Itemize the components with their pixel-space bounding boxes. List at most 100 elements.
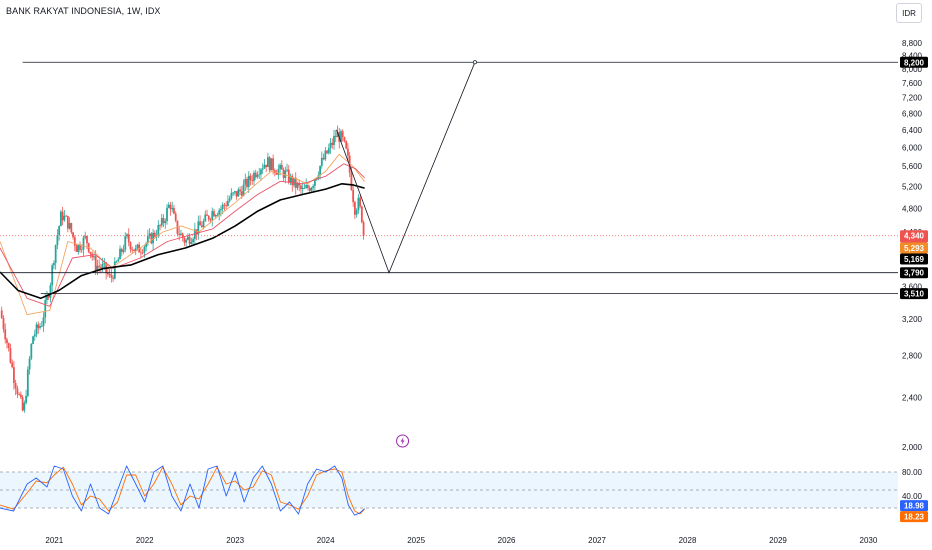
candle-body <box>143 247 146 253</box>
candle-body <box>289 175 292 183</box>
candle-body <box>21 397 24 411</box>
candle-body <box>157 224 160 236</box>
candle-body <box>246 178 248 187</box>
candle-body <box>145 243 148 248</box>
candle-body <box>150 233 153 244</box>
drawings-layer[interactable] <box>0 60 898 295</box>
candle-body <box>115 261 118 263</box>
price-tick-label: 8,000 <box>902 65 923 74</box>
time-tick-label: 2028 <box>679 536 697 545</box>
price-axis[interactable]: 2,0002,4002,8003,2003,6004,0004,4004,800… <box>902 39 923 501</box>
candle-body <box>99 267 102 269</box>
candle-body <box>362 222 365 236</box>
candle-body <box>146 236 149 244</box>
candle-body <box>46 295 48 301</box>
candle-body <box>286 169 288 171</box>
candle-body <box>197 221 200 235</box>
level-price-tag-bg <box>900 288 928 300</box>
candle-body <box>51 265 54 286</box>
candle-body <box>73 237 76 246</box>
candle-body <box>235 191 238 197</box>
candle-body <box>70 223 73 233</box>
candle-body <box>280 164 283 170</box>
candle-body <box>82 237 85 250</box>
time-tick-label: 2030 <box>860 536 878 545</box>
candle-body <box>28 358 31 370</box>
moving-averages-layer <box>0 153 365 516</box>
time-tick-label: 2025 <box>407 536 425 545</box>
candle-body <box>334 135 337 138</box>
candle-body <box>134 247 137 252</box>
candle-body <box>131 249 134 251</box>
candle-body <box>223 204 226 206</box>
candle-body <box>260 169 262 175</box>
price-tick-label: 6,400 <box>902 126 923 135</box>
candle-body <box>282 169 285 178</box>
candle-body <box>190 242 193 244</box>
candle-body <box>345 141 348 149</box>
projection-path <box>336 62 476 274</box>
candle-body <box>153 232 156 237</box>
candle-body <box>296 183 299 188</box>
candle-body <box>166 207 168 222</box>
candle-body <box>171 207 174 210</box>
candle-body <box>242 184 245 196</box>
candle-body <box>63 215 66 221</box>
candle-body <box>160 218 163 226</box>
ema-mid-line <box>0 163 365 307</box>
candle-body <box>164 221 167 224</box>
currency-button[interactable]: IDR <box>896 3 922 23</box>
candle-body <box>267 157 269 168</box>
candle-body <box>178 233 181 235</box>
price-tick-label: 3,600 <box>902 283 923 292</box>
ma-slow-line <box>0 183 365 300</box>
candle-body <box>42 317 45 327</box>
candle-body <box>89 251 92 254</box>
candle-body <box>261 168 264 170</box>
candle-body <box>228 198 231 202</box>
candle-body <box>136 244 139 248</box>
stochastic-band <box>0 471 898 509</box>
candle-body <box>84 236 87 238</box>
last-price-tag-bg <box>900 230 928 242</box>
candle-body <box>239 189 241 192</box>
stochastic-d-tag-label: 18.23 <box>904 513 925 522</box>
candle-body <box>23 402 26 411</box>
price-tick-label: 2,400 <box>902 393 923 402</box>
ma-price-tag-bg <box>900 242 928 254</box>
candle-body <box>221 204 224 210</box>
candle-body <box>254 172 257 178</box>
candle-body <box>53 262 55 266</box>
candle-body <box>209 219 212 221</box>
candle-body <box>312 186 315 188</box>
candle-body <box>307 185 309 188</box>
candle-body <box>347 148 349 156</box>
candle-body <box>213 211 215 217</box>
level-price-tag-bg <box>900 267 928 279</box>
candle-body <box>343 137 346 142</box>
chart-title: BANK RAKYAT INDONESIA, 1W, IDX <box>6 6 161 16</box>
candle-body <box>112 277 114 279</box>
candle-body <box>19 394 22 398</box>
price-tags-layer: 8,2003,7903,5105,3655,2935,1694,34018.98… <box>900 56 928 523</box>
candle-body <box>26 369 29 396</box>
candle-body <box>162 218 165 224</box>
candle-body <box>101 263 104 269</box>
price-tick-label: 4,800 <box>902 204 923 213</box>
candle-body <box>183 238 186 243</box>
candle-body <box>206 214 208 216</box>
candle-body <box>251 179 254 181</box>
candle-body <box>336 132 339 138</box>
time-axis[interactable]: 2021 2022 2023 2024 2025 2026 2027 2028 2029 2030 <box>45 536 878 545</box>
candle-body <box>319 165 321 176</box>
time-tick-label: 2026 <box>498 536 516 545</box>
candle-body <box>279 164 281 170</box>
price-tick-label: 8,400 <box>902 52 923 61</box>
candle-body <box>124 236 127 250</box>
candle-body <box>298 183 301 186</box>
price-tick-label: 5,600 <box>902 162 923 171</box>
candle-body <box>141 252 144 254</box>
candle-body <box>329 142 332 149</box>
candle-body <box>11 362 14 368</box>
